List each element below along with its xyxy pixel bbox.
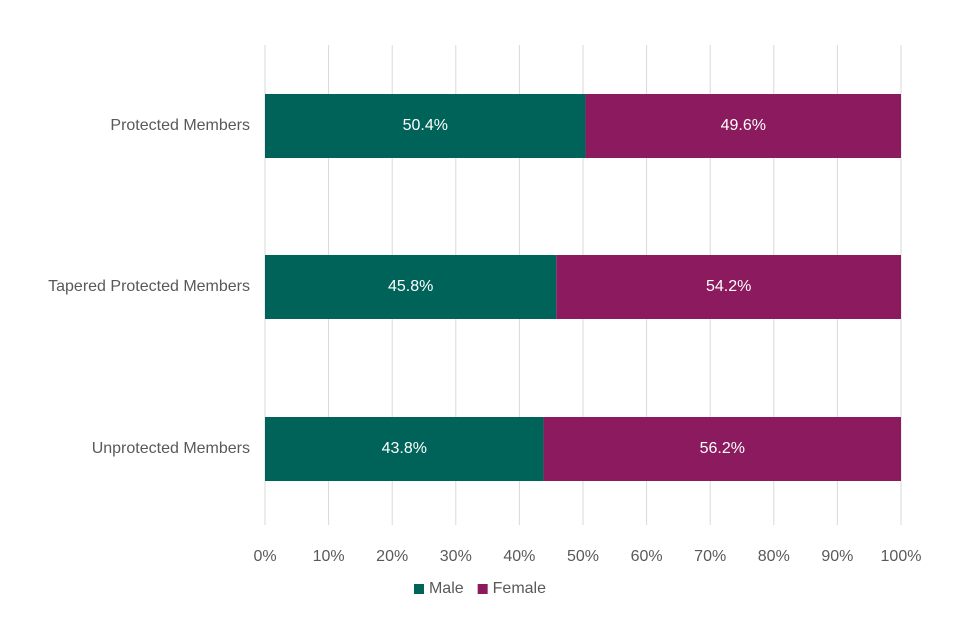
- category-label-2: Unprotected Members: [92, 440, 250, 457]
- data-label-female-0: 49.6%: [721, 117, 766, 134]
- data-label-male-0: 50.4%: [403, 117, 448, 134]
- legend-swatch-female: [477, 584, 488, 594]
- legend-swatch-male: [413, 584, 424, 594]
- legend-item-female: Female: [477, 580, 546, 597]
- x-tick-label: 100%: [881, 548, 922, 565]
- category-labels: Protected Members Tapered Protected Membe…: [48, 117, 250, 457]
- x-tick-label: 0%: [253, 548, 276, 565]
- bar-female-2: [543, 417, 901, 481]
- bar-male-2: [265, 417, 544, 481]
- data-label-male-1: 45.8%: [388, 278, 433, 295]
- legend-label-female: Female: [493, 580, 546, 597]
- data-label-female-2: 56.2%: [700, 440, 745, 457]
- bar-male-0: [265, 94, 586, 158]
- bar-female-0: [585, 94, 901, 158]
- x-tick-label: 20%: [376, 548, 408, 565]
- x-tick-label: 70%: [694, 548, 726, 565]
- bars-group: 50.4% 49.6% 45.8% 54.2% 43.8% 56.2%: [265, 94, 901, 481]
- x-tick-label: 90%: [821, 548, 853, 565]
- x-tick-label: 80%: [758, 548, 790, 565]
- x-tick-label: 40%: [503, 548, 535, 565]
- category-label-1: Tapered Protected Members: [48, 278, 250, 295]
- data-label-male-2: 43.8%: [382, 440, 427, 457]
- x-tick-label: 30%: [440, 548, 472, 565]
- data-label-female-1: 54.2%: [706, 278, 751, 295]
- legend: Male Female: [413, 580, 546, 597]
- x-tick-label: 60%: [631, 548, 663, 565]
- bar-male-1: [265, 255, 557, 319]
- legend-item-male: Male: [413, 580, 464, 597]
- x-tick-label: 50%: [567, 548, 599, 565]
- legend-label-male: Male: [429, 580, 464, 597]
- category-label-0: Protected Members: [110, 117, 250, 134]
- x-axis-tick-labels: 0% 10% 20% 30% 40% 50% 60% 70% 80% 90% 100%: [253, 548, 921, 565]
- x-tick-label: 10%: [313, 548, 345, 565]
- bar-female-1: [556, 255, 901, 319]
